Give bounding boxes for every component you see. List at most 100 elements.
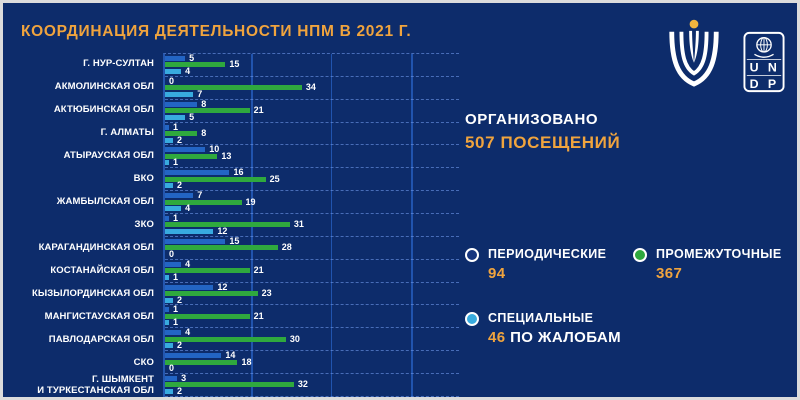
bar-value: 1 (173, 157, 179, 168)
bar-value: 31 (293, 219, 304, 230)
gridline (330, 54, 333, 397)
bar-value: 4 (185, 327, 191, 338)
category-label: ПАВЛОДАРСКАЯ ОБЛ (48, 333, 154, 345)
summary-value: 507 ПОСЕЩЕНИЙ (465, 133, 621, 152)
bar-value: 1 (173, 212, 179, 223)
legend-label-periodic: ПЕРИОДИЧЕСКИЕ (488, 247, 607, 261)
bar-value: 15 (229, 235, 240, 246)
bar-value: 1 (173, 121, 179, 132)
bar-value: 5 (189, 52, 195, 63)
bar-value: 21 (253, 265, 264, 276)
periodic-bar (165, 147, 206, 153)
bar-group: 15 28 0 (165, 235, 459, 260)
periodic-bar-row: 1 (165, 121, 459, 132)
intermediate-bar-row: 28 (165, 243, 459, 252)
bar-group: 1 31 12 (165, 212, 459, 237)
category-labels: Г. НУР-СУЛТАН АКМОЛИНСКАЯ ОБЛ АКТЮБИНСКАЯ … (13, 53, 163, 397)
intermediate-bar-row: 31 (165, 219, 459, 230)
intermediate-bar (165, 176, 266, 182)
special-bar (165, 160, 170, 166)
periodic-bar (165, 101, 198, 107)
bar-group: 12 23 2 (165, 281, 459, 306)
category-label: Г. ШЫМКЕНТ И ТУРКЕСТАНСКАЯ ОБЛ (37, 374, 154, 396)
special-bar-row: 2 (165, 295, 459, 304)
bar-value: 14 (225, 350, 236, 361)
intermediate-bar (165, 291, 258, 297)
undp-letter-u: U (750, 61, 759, 75)
periodic-bar (165, 193, 194, 199)
gridline (411, 54, 413, 397)
special-bar (165, 68, 182, 74)
periodic-bar-row: 15 (165, 235, 459, 246)
bar-group: 10 13 1 (165, 144, 459, 169)
special-bar-row: 2 (165, 181, 459, 190)
intermediate-bar (165, 108, 250, 114)
special-bar (165, 297, 174, 303)
bar-group: 1 21 1 (165, 305, 459, 329)
legend-label-special: СПЕЦИАЛЬНЫЕ (488, 311, 594, 325)
special-bar-row: 5 (165, 111, 459, 122)
bar-value: 23 (261, 288, 272, 299)
intermediate-bar-row: 21 (165, 265, 459, 276)
periodic-bar-row: 14 (165, 350, 459, 361)
periodic-bar-row: 12 (165, 281, 459, 292)
undp-letter-d: D (750, 77, 759, 91)
bar-group: 5 15 4 (165, 52, 459, 77)
periodic-bar-row: 5 (165, 52, 459, 63)
legend-item-intermediate: ПРОМЕЖУТОЧНЫЕ 367 (633, 247, 782, 282)
bar-group: 1 8 2 (165, 121, 459, 146)
bar-value: 7 (197, 190, 203, 201)
bar-chart: Г. НУР-СУЛТАН АКМОЛИНСКАЯ ОБЛ АКТЮБИНСКАЯ … (13, 53, 459, 397)
category-label: ЖАМБЫЛСКАЯ ОБЛ (56, 195, 154, 207)
special-bar (165, 228, 214, 234)
special-bar (165, 206, 182, 212)
periodic-bar-row: 1 (165, 212, 459, 223)
special-bar (165, 274, 170, 280)
periodic-bar-row: 4 (165, 259, 459, 268)
special-bar-row: 12 (165, 226, 459, 235)
periodic-bar-row: 8 (165, 99, 459, 108)
category-label: СКО (133, 356, 154, 368)
bar-value: 3 (181, 372, 187, 383)
special-bar (165, 388, 174, 394)
special-bar (165, 91, 194, 97)
npm-ombudsman-logo-icon (669, 19, 719, 87)
bar-value: 2 (177, 385, 183, 396)
category-label: ВКО (133, 173, 154, 185)
periodic-bar-row: 4 (165, 327, 459, 338)
periodic-bar (165, 124, 170, 130)
bar-value: 32 (297, 379, 308, 390)
bar-value: 25 (269, 173, 280, 184)
periodic-bar (165, 261, 182, 267)
legend-value-periodic: 94 (488, 265, 506, 282)
bar-value: 5 (189, 111, 195, 122)
bar-value: 10 (209, 144, 220, 155)
intermediate-bar-row: 34 (165, 83, 459, 92)
bar-value: 1 (173, 317, 179, 328)
undp-letter-n: N (768, 61, 777, 75)
intermediate-bar (165, 199, 242, 205)
bar-value: 1 (173, 271, 179, 282)
intermediate-bar-row: 30 (165, 333, 459, 344)
special-bar-row: 1 (165, 271, 459, 282)
periodic-bar (165, 353, 222, 359)
bar-value: 30 (289, 333, 300, 344)
intermediate-bar (165, 85, 302, 91)
intermediate-bar-row: 25 (165, 173, 459, 184)
periodic-bar-row: 7 (165, 190, 459, 201)
category-label: КЫЗЫЛОРДИНСКАЯ ОБЛ (31, 287, 154, 299)
category-label: МАНГИСТАУСКАЯ ОБЛ (44, 310, 154, 322)
special-bar-row: 7 (165, 89, 459, 98)
periodic-bar-row: 3 (165, 372, 459, 383)
bar-value: 12 (217, 281, 228, 292)
periodic-bar (165, 215, 170, 221)
bar-value: 4 (185, 203, 191, 214)
special-bar-row: 1 (165, 157, 459, 168)
bar-group: 8 21 5 (165, 99, 459, 123)
periodic-bar-row: 16 (165, 168, 459, 177)
logo-bar: U N D P (665, 17, 785, 93)
bar-value: 4 (185, 65, 191, 76)
periodic-bar (165, 238, 226, 244)
special-bar-row: 2 (165, 385, 459, 396)
bar-value: 2 (177, 134, 183, 145)
